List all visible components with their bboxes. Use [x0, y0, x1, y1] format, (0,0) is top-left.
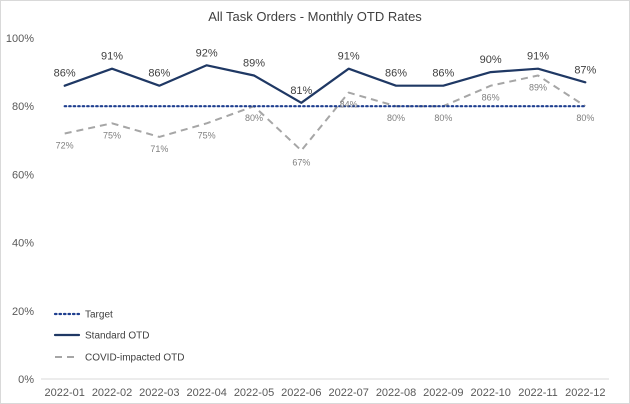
x-tick-label: 2022-09	[423, 387, 463, 399]
standard-otd-data-label: 86%	[148, 68, 170, 80]
legend: Target Standard OTD COVID-impacted OTD	[53, 310, 184, 364]
y-tick-label: 100%	[6, 33, 34, 45]
covid-otd-data-label: 80%	[245, 113, 263, 123]
standard-otd-data-label: 86%	[432, 68, 454, 80]
x-tick-label: 2022-03	[139, 387, 179, 399]
covid-otd-data-label: 72%	[56, 140, 74, 150]
legend-label: COVID-impacted OTD	[85, 353, 184, 364]
covid-otd-data-label: 84%	[340, 100, 358, 110]
standard-otd-data-label: 86%	[54, 68, 76, 80]
x-tick-label: 2022-08	[376, 387, 416, 399]
y-tick-label: 80%	[12, 101, 34, 113]
legend-label: Standard OTD	[85, 331, 149, 342]
x-tick-label: 2022-06	[281, 387, 321, 399]
y-axis: 0% 20% 40% 60% 80% 100%	[6, 33, 34, 386]
covid-otd-data-label: 80%	[387, 113, 405, 123]
covid-otd-data-label: 71%	[150, 144, 168, 154]
standard-otd-data-label: 86%	[385, 68, 407, 80]
y-tick-label: 20%	[12, 306, 34, 318]
x-tick-label: 2022-05	[234, 387, 274, 399]
covid-otd-data-label: 80%	[434, 113, 452, 123]
x-tick-label: 2022-01	[44, 387, 84, 399]
x-tick-label: 2022-07	[328, 387, 368, 399]
standard-otd-data-label: 91%	[527, 51, 549, 63]
covid-otd-data-label: 75%	[198, 130, 216, 140]
data-labels-layer: 86% 91% 86% 92% 89% 81% 91% 86% 86% 90% 91% 87% 72% 7…	[54, 47, 597, 167]
y-tick-label: 0%	[18, 374, 34, 386]
standard-otd-data-label: 81%	[290, 85, 312, 97]
covid-otd-data-label: 75%	[103, 130, 121, 140]
x-axis: 2022-01 2022-02 2022-03 2022-04 2022-05 2022-…	[41, 378, 609, 399]
covid-otd-data-label: 67%	[292, 158, 310, 168]
standard-otd-data-label: 91%	[101, 51, 123, 63]
series-line-standard-otd	[63, 64, 587, 104]
covid-otd-data-label: 80%	[576, 113, 594, 123]
chart-title: All Task Orders - Monthly OTD Rates	[208, 9, 422, 24]
standard-otd-data-label: 91%	[338, 51, 360, 63]
series-line-covid-impacted-otd	[64, 74, 586, 152]
x-tick-label: 2022-02	[92, 387, 132, 399]
legend-label: Target	[85, 310, 113, 321]
covid-otd-data-label: 89%	[529, 83, 547, 93]
standard-otd-data-label: 92%	[196, 47, 218, 59]
series-layer	[63, 64, 587, 152]
standard-otd-data-label: 90%	[480, 54, 502, 66]
y-tick-label: 40%	[12, 238, 34, 250]
x-tick-label: 2022-10	[470, 387, 510, 399]
x-tick-label: 2022-12	[565, 387, 605, 399]
covid-otd-data-label: 86%	[482, 93, 500, 103]
standard-otd-data-label: 89%	[243, 58, 265, 70]
x-tick-label: 2022-04	[186, 387, 226, 399]
x-tick-label: 2022-11	[518, 387, 558, 399]
standard-otd-data-label: 87%	[574, 64, 596, 76]
y-tick-label: 60%	[12, 169, 34, 181]
